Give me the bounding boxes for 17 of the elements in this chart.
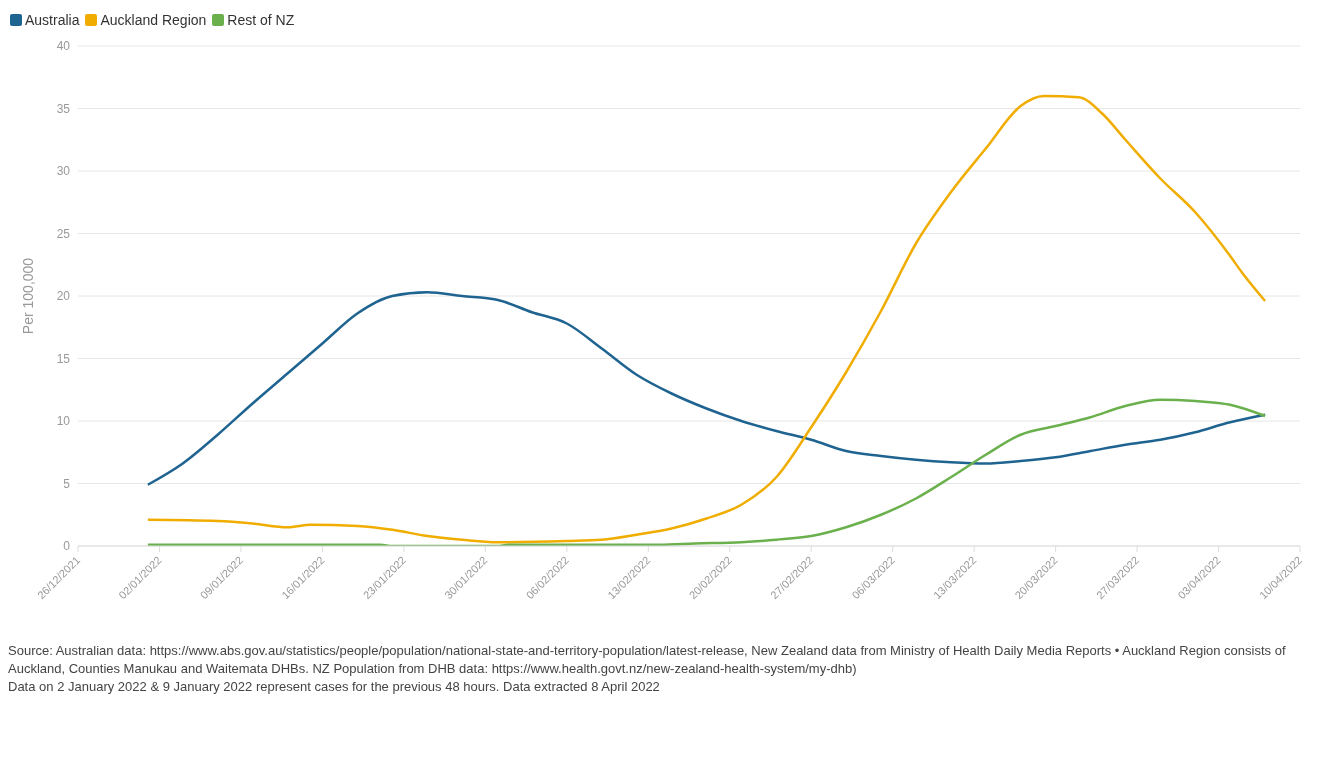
y-tick-label: 35 xyxy=(56,101,71,116)
line-series xyxy=(146,398,1267,546)
y-tick-label: 30 xyxy=(56,164,71,179)
source-note: Source: Australian data: https://www.abs.gov.au/statistics/people/population/national-state-and-territory-population/latest-release, New Zealand data from Ministry of Health Daily Media Reports • Auckland Region consists of Auckland, Counties Manukau and Waitemata DHBs. NZ Population from DHB data: https://www.health.govt.nz/new-zealand-health-system/my-dhb) xyxy=(8,642,1287,678)
line-series xyxy=(146,94,1267,544)
y-tick-label: 40 xyxy=(56,39,71,54)
text: Data on 2 January 2022 & 9 January 2022 represent cases for the previous 48 hours. Data extracted 8 April 2022 xyxy=(8,678,661,696)
y-tick-label: 10 xyxy=(56,414,71,429)
y-tick-label: 0 xyxy=(63,539,71,554)
y-tick-label: 25 xyxy=(56,226,71,241)
y-axis-title: Per 100,000 xyxy=(19,257,36,335)
y-tick-label: 5 xyxy=(63,476,71,491)
y-tick-label: 15 xyxy=(56,351,71,366)
y-tick-label: 20 xyxy=(56,289,71,304)
legend-label: Australia xyxy=(25,12,80,28)
legend-label: Rest of NZ xyxy=(227,12,295,28)
legend-label: Auckland Region xyxy=(100,12,207,28)
